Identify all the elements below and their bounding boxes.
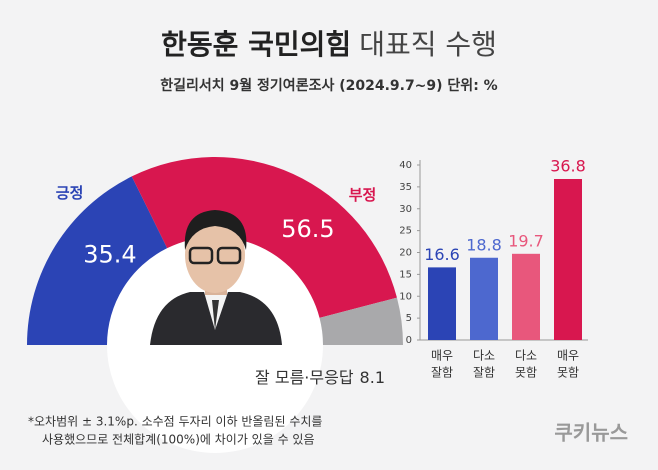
category-name: 잘 모름·무응답 <box>255 368 354 387</box>
subtitle: 한길리서치 9월 정기여론조사 (2024.9.7~9) 단위: % <box>160 77 497 94</box>
donut-segment <box>131 157 397 318</box>
bar <box>428 267 456 340</box>
x-tick-label: 매우 <box>557 349 579 363</box>
x-tick-label: 매우 <box>431 349 453 363</box>
x-tick-label: 못함 <box>557 366 579 380</box>
bar <box>470 257 498 340</box>
face <box>185 217 245 293</box>
value-label: 36.8 <box>550 157 586 176</box>
title: 한동훈 국민의힘 대표직 수행 <box>161 28 497 61</box>
bar <box>512 253 540 340</box>
footnote: 사용했으므로 전체합계(100%)에 차이가 있을 수 있음 <box>42 433 315 447</box>
y-tick-label: 25 <box>399 226 412 237</box>
y-tick-label: 30 <box>399 204 412 215</box>
donut-segment <box>319 297 403 345</box>
glasses <box>188 246 214 265</box>
portrait <box>150 210 282 345</box>
donut-segment <box>27 176 168 345</box>
x-tick-label: 잘함 <box>431 366 453 380</box>
category-label: 긍정 <box>56 184 84 202</box>
y-tick-label: 40 <box>399 160 412 171</box>
value-label: 19.7 <box>508 231 544 250</box>
value-label: 35.4 <box>83 240 136 268</box>
tie <box>212 300 219 330</box>
half-donut: 35.4 긍정 56.5 부정잘 모름·무응답 8.1 <box>27 157 403 453</box>
x-tick-label: 다소 <box>515 349 537 363</box>
x-tick-label: 못함 <box>515 366 537 380</box>
y-tick-label: 15 <box>399 269 412 280</box>
glasses <box>216 246 242 265</box>
value-label: 18.8 <box>466 235 502 254</box>
x-tick-label: 잘함 <box>473 366 495 380</box>
bar <box>554 179 582 340</box>
y-tick-label: 10 <box>399 291 412 302</box>
value-label: 16.6 <box>424 245 460 264</box>
category-label: 부정 <box>349 186 377 204</box>
hair <box>184 210 247 250</box>
logo: 쿠키뉴스 <box>554 421 628 445</box>
y-tick-label: 0 <box>406 335 412 346</box>
value-label: 56.5 <box>281 215 334 243</box>
x-tick-label: 다소 <box>473 349 495 363</box>
title-bold: 한동훈 국민의힘 <box>161 28 351 61</box>
value-label: 8.1 <box>360 368 385 387</box>
footnote: *오차범위 ± 3.1%p. 소수점 두자리 이하 반올림된 수치를 <box>28 415 322 429</box>
y-tick-label: 35 <box>399 182 412 193</box>
y-tick-label: 20 <box>399 248 412 259</box>
title-light: 대표직 수행 <box>359 28 497 61</box>
y-tick-label: 5 <box>406 313 412 324</box>
category-label: 잘 모름·무응답 8.1 <box>255 368 385 387</box>
